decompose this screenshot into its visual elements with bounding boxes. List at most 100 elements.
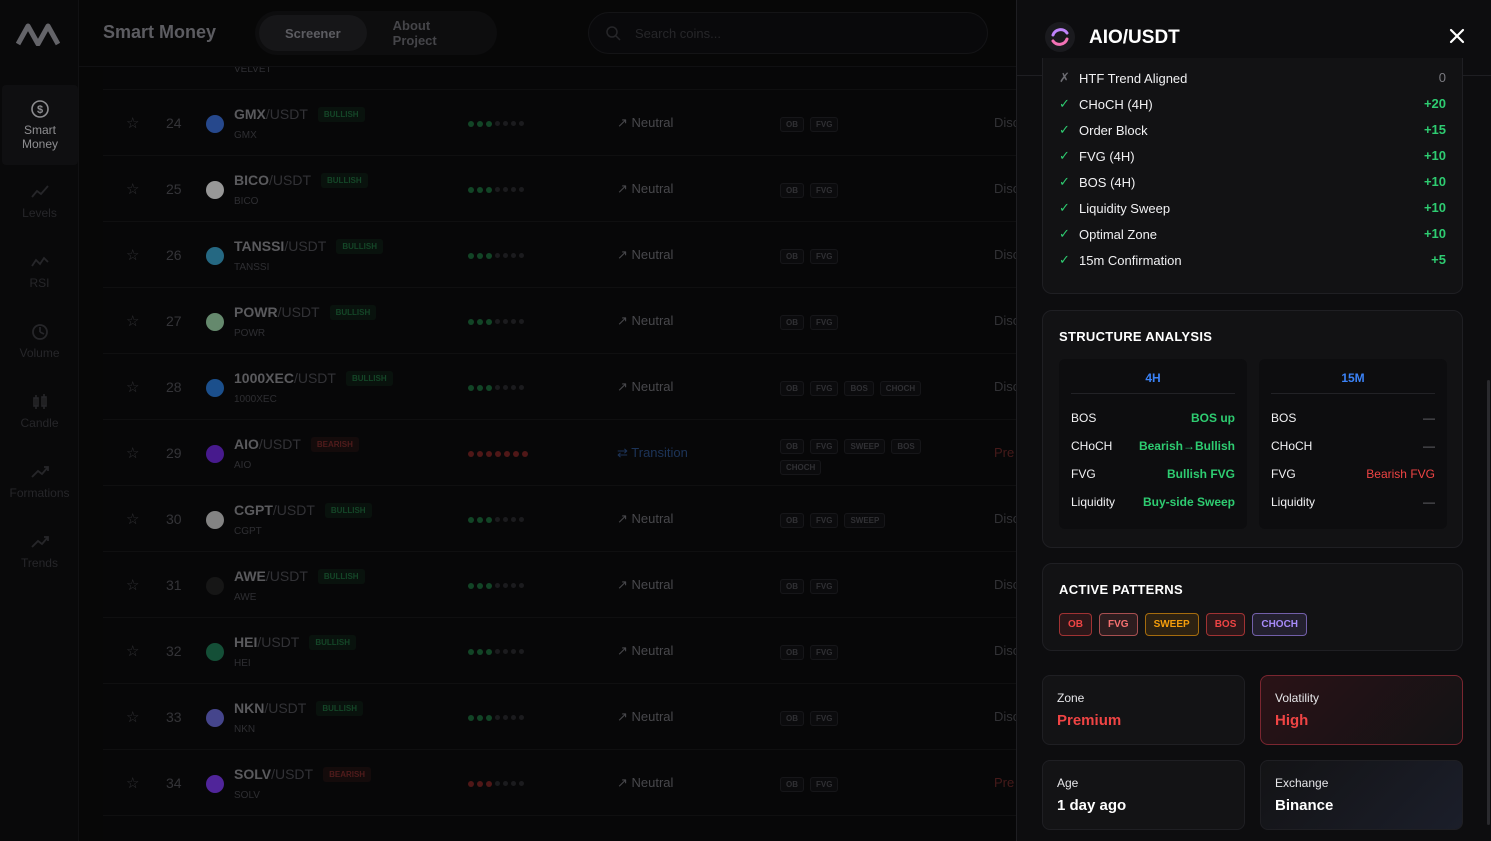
trend-status: ↗ Neutral [617, 643, 673, 659]
tab-screener[interactable]: Screener [259, 15, 367, 51]
favorite-star-icon[interactable]: ☆ [126, 379, 140, 396]
coin-symbol: CGPT [234, 526, 262, 537]
score-dot [468, 121, 474, 127]
favorite-star-icon[interactable]: ☆ [126, 511, 140, 528]
favorite-star-icon[interactable]: ☆ [126, 181, 140, 198]
coin-pair[interactable]: HEI/USDT BULLISH [234, 634, 357, 650]
favorite-star-icon[interactable]: ☆ [126, 775, 140, 792]
pattern-tag: OB [780, 315, 804, 330]
pattern-tags: OB FVG BOS CHOCH [780, 381, 960, 396]
stat-label: Zone [1057, 691, 1085, 705]
table-row[interactable]: ☆ 34 SOLV/USDT BEARISH SOLV ↗ Neutral OB FVG Pre [103, 750, 1016, 816]
coin-pair[interactable]: POWR/USDT BULLISH [234, 304, 377, 320]
coin-pair[interactable]: 1000XEC/USDT BULLISH [234, 370, 393, 386]
sidebar-item-volume[interactable]: Volume [0, 306, 79, 376]
score-dot [503, 583, 508, 588]
coin-pair[interactable]: GMX/USDT BULLISH [234, 106, 365, 122]
coin-pair[interactable]: NKN/USDT BULLISH [234, 700, 364, 716]
trend-label: Neutral [631, 511, 674, 526]
table-row[interactable]: ☆ 33 NKN/USDT BULLISH NKN ↗ Neutral OB FVG Disc [103, 684, 1016, 750]
sidebar-item-formations[interactable]: Formations [0, 446, 79, 516]
coin-pair[interactable]: SOLV/USDT BEARISH [234, 766, 372, 782]
volume-icon [31, 324, 48, 340]
pattern-tag-fvg[interactable]: FVG [1099, 613, 1138, 636]
pattern-tag-sweep[interactable]: SWEEP [1144, 613, 1199, 636]
trend-label: Neutral [631, 775, 674, 790]
sidebar-item-smart-money[interactable]: $ Smart Money [2, 85, 78, 165]
coin-base: NKN [234, 700, 265, 716]
pattern-tag-bos[interactable]: BOS [1205, 613, 1246, 636]
trend-label: Neutral [631, 313, 674, 328]
table-row[interactable]: ☆ 32 HEI/USDT BULLISH HEI ↗ Neutral OB FVG Disc [103, 618, 1016, 684]
favorite-star-icon[interactable]: ☆ [126, 247, 140, 264]
search-input[interactable]: Search coins... [588, 12, 988, 54]
score-dot [495, 517, 500, 522]
brand-title: Smart Money [103, 22, 217, 42]
criteria-label: Optimal Zone [1079, 226, 1158, 242]
score-dot [495, 385, 500, 390]
trend-label: Transition [631, 445, 688, 460]
coin-pair[interactable]: AIO/USDT BEARISH [234, 436, 359, 452]
coin-pair[interactable]: AWE/USDT BULLISH [234, 568, 365, 584]
favorite-star-icon[interactable]: ☆ [126, 709, 140, 726]
sidebar-item-trends[interactable]: Trends [0, 516, 79, 586]
favorite-star-icon[interactable]: ☆ [126, 445, 140, 462]
score-dot [486, 517, 492, 523]
search-placeholder: Search coins... [635, 25, 721, 41]
sidebar-item-label: RSI [29, 276, 50, 290]
pattern-tag: OB [780, 711, 804, 726]
logo-icon[interactable] [16, 22, 60, 46]
coin-quote: /USDT [272, 502, 315, 518]
coin-symbol: 1000XEC [234, 394, 277, 405]
table-row[interactable]: ☆23VELVET/USDTVELVET⇄ TransitionOBFVGCHO… [103, 67, 1016, 90]
trend-status: ↗ Neutral [617, 709, 673, 725]
table-row[interactable]: ☆ 30 CGPT/USDT BULLISH CGPT ↗ Neutral OB FVG SWE… [103, 486, 1016, 552]
pattern-tag: FVG [810, 183, 839, 198]
score-dot [477, 583, 483, 589]
pattern-tag: FVG [810, 249, 839, 264]
score-dot [519, 781, 524, 786]
score-dot [468, 385, 474, 391]
pattern-tag-choch[interactable]: CHOCH [1252, 613, 1308, 636]
sidebar-item-candle[interactable]: Candle [0, 376, 79, 446]
table-row[interactable]: ☆ 28 1000XEC/USDT BULLISH 1000XEC ↗ Neutral OB… [103, 354, 1016, 420]
score-dot [511, 319, 516, 324]
score-dot [519, 385, 524, 390]
favorite-star-icon[interactable]: ☆ [126, 577, 140, 594]
sidebar: $ Smart Money Levels RSI Volume Candle Formati… [0, 0, 79, 841]
sidebar-item-rsi[interactable]: RSI [0, 236, 79, 306]
pattern-tag-ob[interactable]: OB [1059, 613, 1092, 636]
coin-pair[interactable]: BICO/USDT BULLISH [234, 172, 368, 188]
row-rank: 33 [166, 709, 182, 725]
scrollbar[interactable] [1487, 380, 1490, 825]
coin-quote: /USDT [277, 304, 320, 320]
tab-about-project[interactable]: About Project [392, 18, 437, 48]
table-row[interactable]: ☆ 24 GMX/USDT BULLISH GMX ↗ Neutral OB FVG Disc [103, 90, 1016, 156]
sidebar-item-levels[interactable]: Levels [0, 166, 79, 236]
table-row[interactable]: ☆ 27 POWR/USDT BULLISH POWR ↗ Neutral OB FVG Dis… [103, 288, 1016, 354]
criteria-item: ✓ BOS (4H) [1059, 174, 1135, 190]
table-row[interactable]: ☆ 31 AWE/USDT BULLISH AWE ↗ Neutral OB FVG Disc [103, 552, 1016, 618]
trend-badge: BEARISH [323, 767, 372, 782]
trend-status: ↗ Neutral [617, 577, 673, 593]
criteria-item: ✗ HTF Trend Aligned [1059, 70, 1187, 86]
table-row[interactable]: ☆ 25 BICO/USDT BULLISH BICO ↗ Neutral OB FVG Dis… [103, 156, 1016, 222]
criteria-item: ✓ 15m Confirmation [1059, 252, 1182, 268]
score-dot [495, 649, 500, 654]
row-rank: 25 [166, 181, 182, 197]
favorite-star-icon[interactable]: ☆ [126, 313, 140, 330]
table-row[interactable]: ☆ 26 TANSSI/USDT BULLISH TANSSI ↗ Neutral OB FV… [103, 222, 1016, 288]
pattern-tag: FVG [810, 117, 839, 132]
pattern-tags: OB FVG [780, 249, 960, 264]
favorite-star-icon[interactable]: ☆ [126, 643, 140, 660]
favorite-star-icon[interactable]: ☆ [126, 115, 140, 132]
close-icon[interactable] [1447, 26, 1467, 46]
coin-pair[interactable]: CGPT/USDT BULLISH [234, 502, 372, 518]
transition-icon: ⇄ [617, 445, 632, 460]
coin-pair[interactable]: TANSSI/USDT BULLISH [234, 238, 383, 254]
score-dot [486, 583, 492, 589]
stat-value: 1 day ago [1057, 797, 1127, 814]
score-dot [468, 451, 474, 457]
check-icon: ✓ [1059, 200, 1070, 215]
table-row[interactable]: ☆ 29 AIO/USDT BEARISH AIO ⇄ Transition OB FVG SW… [103, 420, 1016, 486]
